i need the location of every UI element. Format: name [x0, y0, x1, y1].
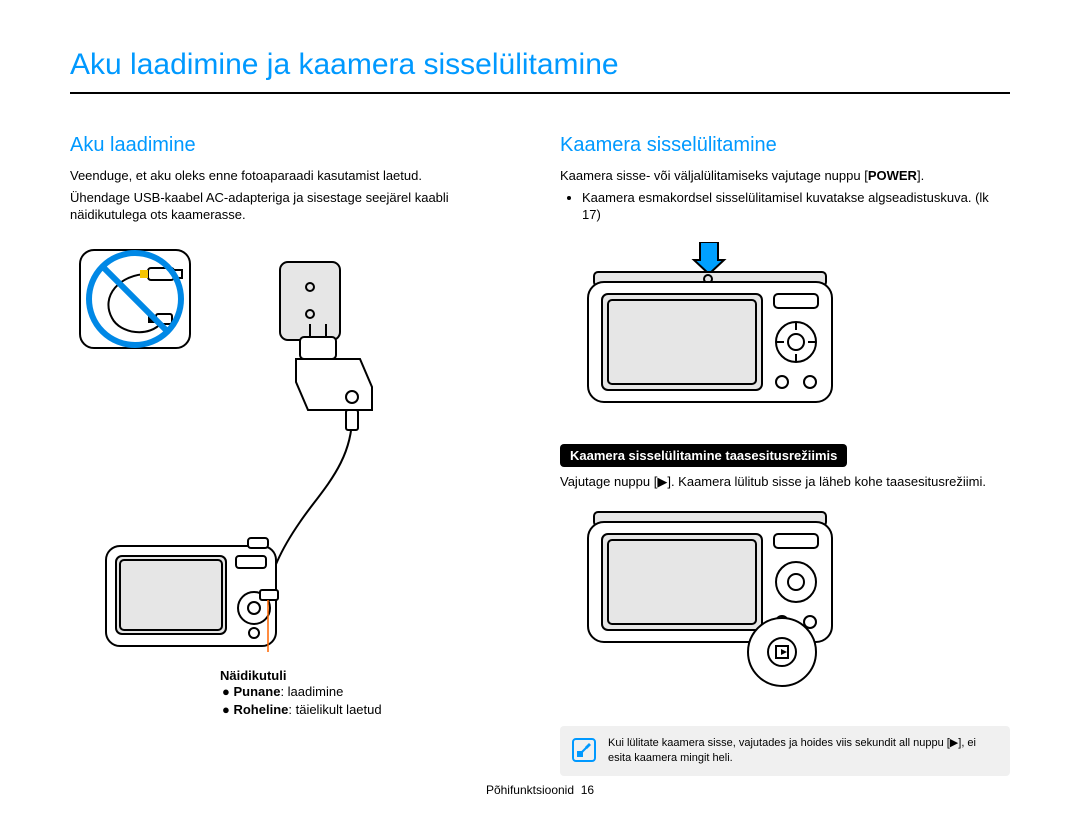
right-column: Kaamera sisselülitamine Kaamera sisse- v… [560, 134, 1010, 776]
indicator-green: ● Roheline: täielikult laetud [222, 701, 520, 719]
playback-figure [560, 508, 1010, 698]
indicator-red-text: : laadimine [280, 684, 343, 699]
charging-heading: Aku laadimine [70, 134, 520, 157]
power-bullet-1: Kaamera esmakordsel sisselülitamisel kuv… [582, 189, 1010, 224]
power-heading: Kaamera sisselülitamine [560, 134, 1010, 157]
page-title: Aku laadimine ja kaamera sisselülitamine [70, 48, 1010, 94]
footer-page: 16 [581, 783, 594, 797]
power-figure [560, 242, 1010, 412]
indicator-red-label: Punane [233, 684, 280, 699]
two-column-layout: Aku laadimine Veenduge, et aku oleks enn… [70, 134, 1010, 776]
indicator-label: Näidikutuli [220, 668, 520, 683]
playback-pill: Kaamera sisselülitamine taasesitusrežiim… [560, 444, 847, 467]
indicator-green-text: : täielikult laetud [288, 702, 381, 717]
playback-text: Vajutage nuppu [▶]. Kaamera lülitub siss… [560, 473, 1010, 491]
power-bullets: Kaamera esmakordsel sisselülitamisel kuv… [560, 189, 1010, 224]
power-intro-close: ]. [917, 168, 924, 183]
charging-intro-1: Veenduge, et aku oleks enne fotoaparaadi… [70, 167, 520, 185]
page-footer: Põhifunktsioonid 16 [0, 783, 1080, 797]
left-column: Aku laadimine Veenduge, et aku oleks enn… [70, 134, 520, 776]
power-intro-text: Kaamera sisse- või väljalülitamiseks vaj… [560, 168, 868, 183]
charging-figure [70, 242, 430, 662]
note-icon [572, 738, 596, 762]
indicator-callout: Näidikutuli ● Punane: laadimine ● Roheli… [220, 668, 520, 719]
note-text: Kui lülitate kaamera sisse, vajutades ja… [608, 736, 998, 766]
indicator-red: ● Punane: laadimine [222, 683, 520, 701]
power-intro: Kaamera sisse- või väljalülitamiseks vaj… [560, 167, 1010, 185]
indicator-green-label: Roheline [233, 702, 288, 717]
power-keyword: POWER [868, 168, 917, 183]
charging-intro-2: Ühendage USB-kaabel AC-adapteriga ja sis… [70, 189, 520, 224]
footer-section: Põhifunktsioonid [486, 783, 574, 797]
note-box: Kui lülitate kaamera sisse, vajutades ja… [560, 726, 1010, 776]
